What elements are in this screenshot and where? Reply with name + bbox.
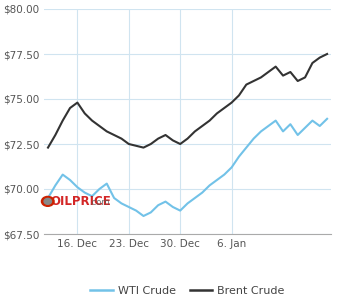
Text: OILPRICE: OILPRICE <box>50 195 111 208</box>
Legend: WTI Crude, Brent Crude: WTI Crude, Brent Crude <box>86 282 289 300</box>
Text: .com: .com <box>89 198 109 207</box>
Circle shape <box>44 199 51 204</box>
Circle shape <box>42 196 54 206</box>
